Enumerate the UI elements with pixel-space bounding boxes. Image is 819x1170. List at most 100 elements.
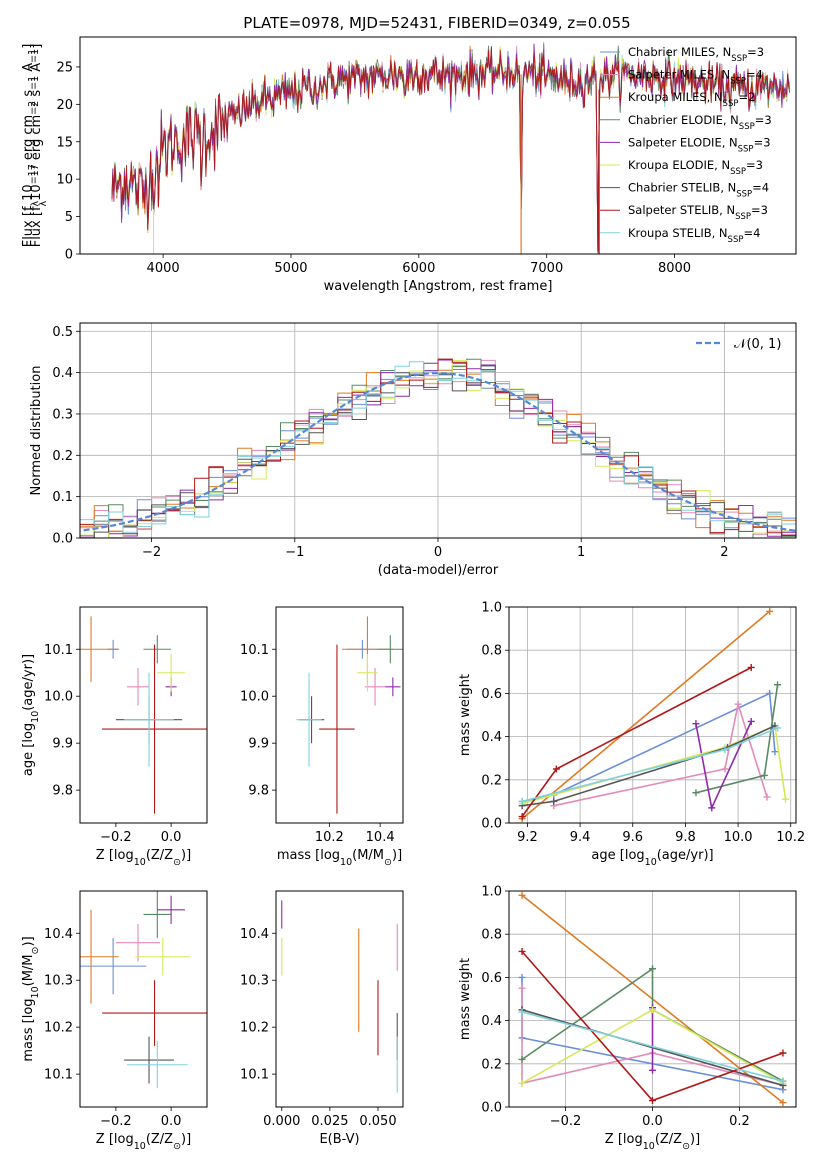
x-tick-label: 10.2	[776, 830, 805, 845]
panel-spectrum: 4000 5000 6000 7000 8000 0 5 10 15 20 25 wavelength…	[21, 36, 797, 294]
y-axis-label: Normed distribution	[29, 366, 44, 496]
y-tick-label: 10.0	[240, 690, 269, 705]
legend-sub: SSP	[736, 190, 752, 200]
series-line	[695, 684, 779, 794]
data-point	[708, 804, 716, 812]
x-axis-label: Z [log10(Z/Z⊙)]	[605, 1132, 700, 1152]
y-axis-label-part: mass [log	[21, 998, 36, 1061]
x-axis-label-part: )]	[181, 848, 191, 863]
figure-title: PLATE=0978, MJD=52431, FIBERID=0349, z=0…	[243, 14, 630, 32]
y-tick-label: 0.2	[481, 1057, 502, 1072]
y-tick-label: 10.3	[44, 974, 73, 989]
series-line	[521, 988, 784, 1087]
axes-frame	[79, 36, 797, 255]
y-tick-label: 15	[56, 135, 73, 150]
panel-age_massweight: 9.2 9.4 9.6 9.8 10.0 10.2 0.0 0.2 0.4 0.6 0.8 1.0 ag…	[458, 601, 805, 868]
y-tick-label: 10	[56, 173, 73, 188]
data-point	[692, 720, 700, 728]
x-axis-label: age [log10(age/yr)]	[591, 848, 713, 868]
plot-area	[111, 42, 791, 254]
y-tick-label: 10.1	[44, 643, 73, 658]
x-tick-label: 7000	[530, 261, 563, 276]
x-tick-label: 9.2	[517, 830, 538, 845]
legend-label: Chabrier ELODIE, NSSP=3	[628, 113, 772, 132]
legend-label: Chabrier STELIB, NSSP=4	[628, 181, 769, 200]
legend-label: Salpeter STELIB, NSSP=3	[628, 203, 768, 222]
x-tick-label: 0.050	[359, 1114, 396, 1129]
y-axis-label-part: −1	[30, 76, 41, 90]
panel-mass_age: 10.2 10.4 9.8 9.9 10.0 10.1 mass [log10(M/M⊙)]	[240, 606, 404, 868]
plot-area	[518, 607, 789, 823]
y-tick-label: 0.0	[481, 1101, 502, 1116]
data-point	[779, 1099, 787, 1107]
legend-text: Kroupa STELIB, N	[628, 226, 728, 240]
data-point	[518, 891, 526, 899]
legend-n: =3	[747, 45, 764, 59]
y-axis-label-part: s	[21, 90, 36, 101]
y-tick-label: 9.8	[52, 784, 73, 799]
data-point	[766, 607, 774, 615]
axes-frame	[508, 606, 797, 824]
plot-area	[518, 891, 787, 1107]
series-line	[521, 1011, 784, 1082]
y-axis-label-part: λ	[30, 200, 41, 206]
x-axis-label: wavelength [Angstrom, rest frame]	[324, 279, 553, 294]
data-point	[760, 771, 768, 779]
x-tick-label: 1	[577, 545, 585, 560]
y-tick-label: 10.1	[240, 643, 269, 658]
y-tick-label: 0.8	[481, 644, 502, 659]
legend-sub: SSP	[723, 99, 739, 109]
y-tick-label: 0.4	[481, 730, 502, 745]
data-point	[771, 748, 779, 756]
y-axis-label-part: −1	[30, 49, 41, 63]
data-point	[649, 965, 656, 973]
y-tick-label: 0.0	[481, 817, 502, 832]
y-tick-label: 10.0	[44, 690, 73, 705]
legend-label: Chabrier MILES, NSSP=3	[628, 45, 764, 64]
histogram-step	[80, 361, 796, 538]
x-tick-label: 9.4	[570, 830, 591, 845]
y-tick-label: 9.9	[52, 737, 73, 752]
y-tick-label: 0.3	[52, 407, 73, 422]
y-tick-label: 10.2	[44, 1021, 73, 1036]
normal-curve	[80, 371, 796, 532]
data-point	[518, 1008, 526, 1016]
y-axis-label-part: −2	[30, 101, 41, 115]
x-axis-label-part: 10	[134, 857, 146, 868]
x-axis-label-part: (Z/Z	[146, 848, 173, 863]
x-axis-label-part: 10	[134, 1141, 146, 1152]
y-axis-label-part: 10	[30, 711, 41, 723]
x-tick-label: 0.0	[161, 830, 182, 845]
y-axis-label-part: A	[21, 63, 36, 76]
y-tick-label: 9.8	[248, 784, 269, 799]
y-axis-label-part: 10	[21, 184, 36, 201]
plot-area	[296, 616, 403, 814]
data-point	[781, 795, 789, 803]
data-point	[518, 797, 526, 805]
x-axis-label-part: 10	[645, 857, 657, 868]
legend-n: =4	[743, 226, 760, 240]
legend-sub: SSP	[731, 54, 747, 64]
x-tick-label: −0.2	[100, 830, 132, 845]
y-axis-label-part: age [log	[21, 723, 36, 776]
data-point	[518, 1079, 526, 1087]
data-point	[692, 789, 700, 797]
x-tick-label: 0.2	[729, 1114, 750, 1129]
x-axis-label-part: (M/M	[352, 848, 384, 863]
axes-frame	[79, 890, 208, 1108]
data-point	[649, 1006, 656, 1014]
y-axis-label-part: −17	[27, 164, 38, 184]
legend-text: Chabrier MILES, N	[628, 45, 731, 59]
y-axis-label-part: erg cm	[21, 115, 36, 164]
legend-n: =3	[755, 113, 772, 127]
data-point	[774, 724, 782, 732]
x-tick-label: 10.4	[366, 830, 395, 845]
x-tick-label: 0.000	[263, 1114, 300, 1129]
legend-sub: SSP	[739, 122, 755, 132]
legend-label: Kroupa ELODIE, NSSP=3	[628, 158, 763, 177]
x-tick-label: 0	[434, 545, 442, 560]
axes-frame	[275, 890, 404, 1108]
y-tick-label: 0.1	[52, 490, 73, 505]
y-tick-label: 10.1	[240, 1068, 269, 1083]
